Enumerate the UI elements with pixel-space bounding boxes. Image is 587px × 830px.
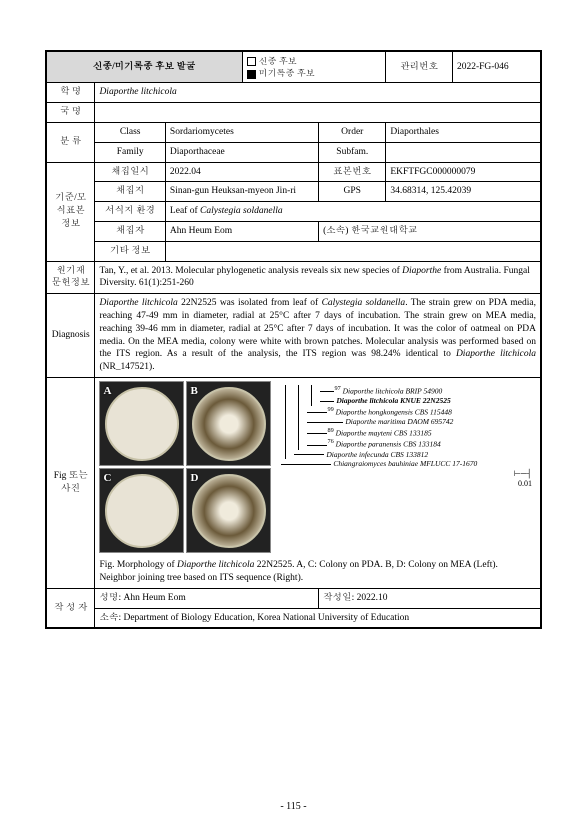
habitat-pre: Leaf of — [170, 206, 200, 216]
auth-name: Ahn Heum Eom — [123, 593, 185, 603]
subfam-val — [386, 142, 541, 162]
bs4: 76 — [327, 438, 333, 445]
page: 신종/미기록종 후보 발굴 신종 후보 미기록종 후보 관리번호 2022-FG… — [0, 0, 587, 830]
tree-t6: Diaporthe paranensis CBS 133184 — [336, 440, 441, 449]
auth-date-lbl: 작성일: — [323, 593, 354, 603]
class-label: Class — [95, 122, 165, 142]
voucher-label: 표본번호 — [319, 162, 386, 182]
collsite-label: 채집지 — [95, 182, 165, 202]
tree-t4: Diaporthe maritima DAOM 695742 — [345, 417, 453, 426]
diag-it3: Diaporthe litchicola — [456, 349, 536, 359]
author-name: 성명: Ahn Heum Eom — [95, 588, 319, 608]
colony-b-icon — [192, 387, 266, 461]
family-label: Family — [95, 142, 165, 162]
voucher: EKFTFGC000000079 — [386, 162, 541, 182]
tree-t8: Chiangraiomyces bauhiniae MFLUCC 17-1670 — [333, 459, 477, 468]
colldate: 2022.04 — [165, 162, 318, 182]
specimen-label: 기준/모식표본 정보 — [46, 162, 95, 261]
mgmt-no: 2022-FG-046 — [452, 51, 541, 83]
fig-cell: A B C D 97 Diaporthe litchicola BRIP 549… — [95, 378, 541, 589]
tree-t2: Diaporthe litchicola KNUE 22N2525 — [336, 396, 450, 405]
auth-dept: Department of Biology Education, Korea N… — [123, 613, 409, 623]
taxonomy-label: 분 류 — [46, 122, 95, 162]
gps-label: GPS — [319, 182, 386, 202]
header-title: 신종/미기록종 후보 발굴 — [46, 51, 242, 83]
dish-c-label: C — [103, 471, 111, 486]
tree-t3: Diaporthe hongkongensis CBS 115448 — [336, 408, 452, 417]
gps: 34.68314, 125.42039 — [386, 182, 541, 202]
colldate-label: 채집일시 — [95, 162, 165, 182]
fig-layout: A B C D 97 Diaporthe litchicola BRIP 549… — [99, 381, 536, 553]
collector-label: 채집자 — [95, 221, 165, 241]
kor-name-label: 국 명 — [46, 103, 95, 123]
diagnosis-text: Diaporthe litchicola 22N2525 was isolate… — [95, 294, 541, 378]
fig-caption: Fig. Morphology of Diaporthe litchicola … — [99, 559, 536, 585]
cap-pre: Fig. Morphology of — [99, 560, 177, 570]
habitat-it: Calystegia soldanella — [200, 206, 283, 216]
dish-b-label: B — [190, 384, 197, 399]
diag-c: (NR_147521). — [99, 362, 154, 372]
class-val: Sordariomycetes — [165, 122, 318, 142]
diagnosis-label: Diagnosis — [46, 294, 95, 378]
auth-dept-lbl: 소속: — [99, 613, 121, 623]
page-number: - 115 - — [0, 801, 587, 812]
cand-unrec: 미기록종 후보 — [259, 68, 315, 78]
subfam-label: Subfam. — [319, 142, 386, 162]
dish-d: D — [186, 468, 271, 553]
cand-new: 신종 후보 — [259, 56, 297, 66]
petri-grid: A B C D — [99, 381, 271, 553]
auth-date: 2022.10 — [357, 593, 388, 603]
sci-name-label: 학 명 — [46, 83, 95, 103]
kor-name — [95, 103, 541, 123]
etc-label: 기타 정보 — [95, 241, 165, 261]
dish-d-label: D — [190, 471, 198, 486]
cap-it: Diaporthe litchicola — [177, 560, 254, 570]
ref-it: Diaporthe — [402, 266, 441, 276]
checkbox-filled-icon — [247, 70, 256, 79]
auth-name-lbl: 성명: — [99, 593, 121, 603]
colony-c-icon — [105, 474, 179, 548]
collector: Ahn Heum Eom — [165, 221, 318, 241]
checkbox-empty-icon — [247, 57, 256, 66]
candidate-box: 신종 후보 미기록종 후보 — [242, 51, 386, 83]
habitat: Leaf of Calystegia soldanella — [165, 202, 541, 222]
ref-pre: Tan, Y., et al. 2013. Molecular phylogen… — [99, 266, 402, 276]
sci-name: Diaporthe litchicola — [95, 83, 541, 103]
phylo-tree: 97 Diaporthe litchicola BRIP 54900 Diapo… — [275, 381, 536, 490]
ref-text: Tan, Y., et al. 2013. Molecular phylogen… — [95, 261, 541, 294]
mgmt-label: 관리번호 — [386, 51, 453, 83]
bs3: 89 — [327, 427, 333, 434]
bs1: 97 — [334, 385, 340, 392]
diag-a: 22N2525 was isolated from leaf of — [178, 298, 322, 308]
main-table: 신종/미기록종 후보 발굴 신종 후보 미기록종 후보 관리번호 2022-FG… — [45, 50, 542, 629]
author-dept: 소속: Department of Biology Education, Kor… — [95, 608, 541, 628]
affil-lbl: (소속) — [323, 226, 348, 236]
dish-a-label: A — [103, 384, 111, 399]
bs2: 99 — [327, 406, 333, 413]
affil-val: 한국교원대학교 — [351, 226, 418, 236]
affil: (소속) 한국교원대학교 — [319, 221, 541, 241]
tree-t1: Diaporthe litchicola BRIP 54900 — [343, 387, 443, 396]
scale-val: 0.01 — [518, 479, 532, 488]
etc — [165, 241, 541, 261]
diag-it1: Diaporthe litchicola — [99, 298, 177, 308]
collsite: Sinan-gun Heuksan-myeon Jin-ri — [165, 182, 318, 202]
fig-label: Fig 또는 사진 — [46, 378, 95, 589]
colony-d-icon — [192, 474, 266, 548]
tree-t5: Diaporthe mayteni CBS 133185 — [336, 429, 432, 438]
family-val: Diaporthaceae — [165, 142, 318, 162]
dish-b: B — [186, 381, 271, 466]
habitat-label: 서식지 환경 — [95, 202, 165, 222]
tree-t7: Diaporthe infecunda CBS 133812 — [326, 450, 428, 459]
ref-label: 원기재 문헌정보 — [46, 261, 95, 294]
author-date: 작성일: 2022.10 — [319, 588, 541, 608]
order-label: Order — [319, 122, 386, 142]
dish-a: A — [99, 381, 184, 466]
diag-it2: Calystegia soldanella — [322, 298, 406, 308]
author-label: 작 성 자 — [46, 588, 95, 628]
dish-c: C — [99, 468, 184, 553]
tree-scale: ⊢─┤0.01 — [281, 469, 536, 490]
colony-a-icon — [105, 387, 179, 461]
order-val: Diaporthales — [386, 122, 541, 142]
